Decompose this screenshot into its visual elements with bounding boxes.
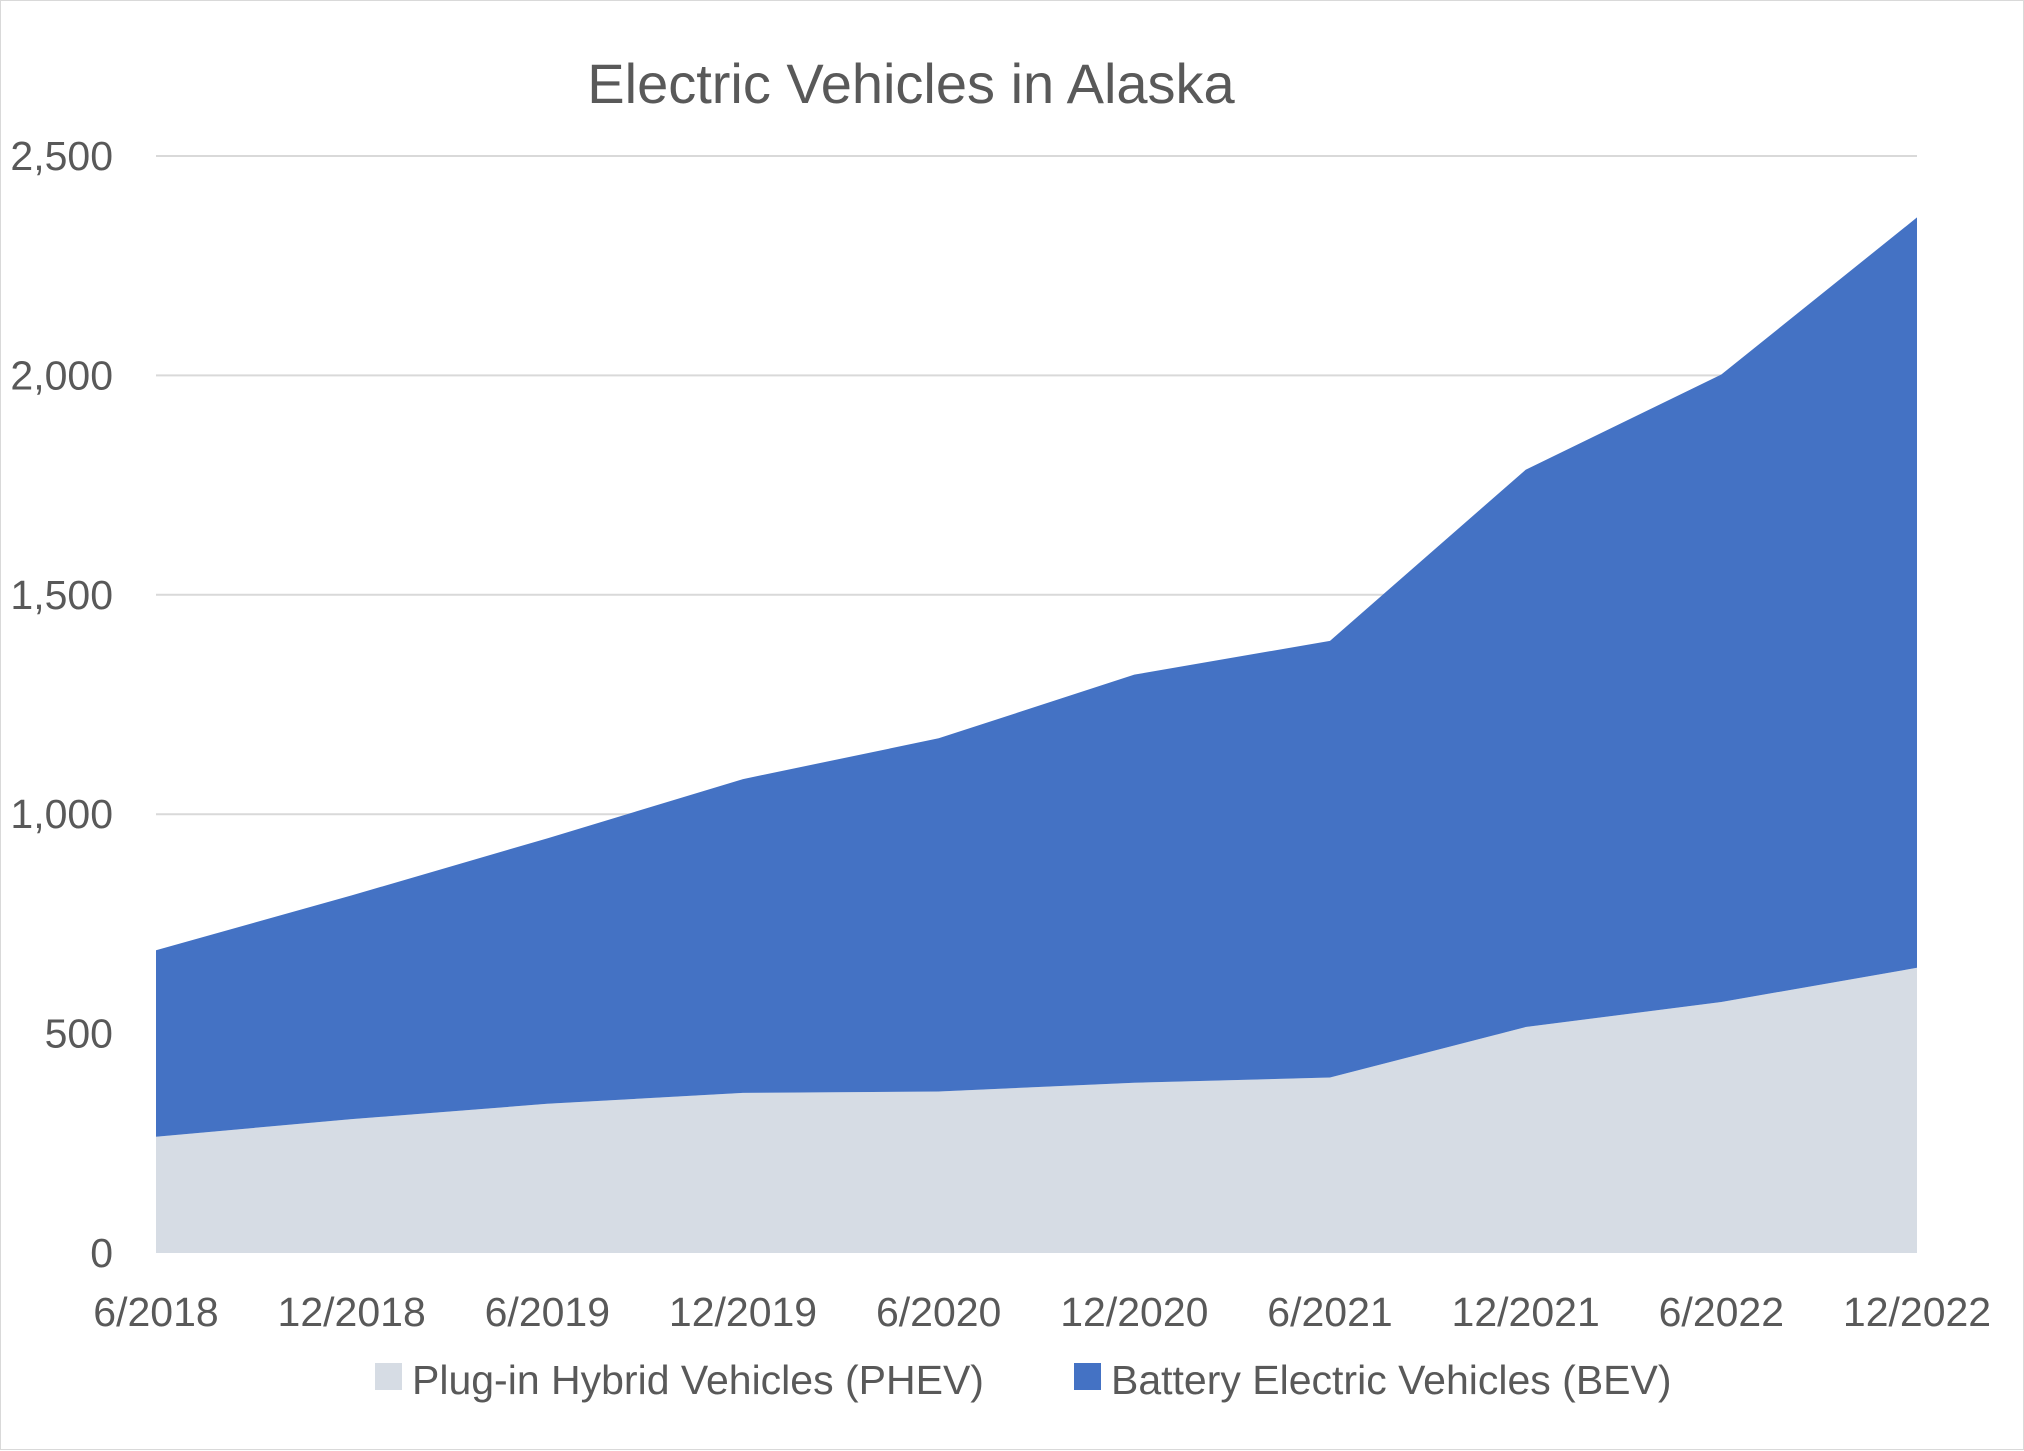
y-tick-label: 1,500 — [10, 572, 113, 618]
legend-swatch-bev — [1074, 1363, 1101, 1390]
x-tick-label: 6/2021 — [1267, 1289, 1392, 1335]
x-axis-ticks: 6/2018 12/2018 6/2019 12/2019 6/2020 12/2020 6… — [93, 1289, 1991, 1335]
y-tick-label: 500 — [45, 1011, 113, 1057]
y-tick-label: 2,500 — [10, 133, 113, 179]
x-tick-label: 6/2019 — [485, 1289, 610, 1335]
x-tick-label: 12/2021 — [1452, 1289, 1600, 1335]
x-tick-label: 12/2019 — [669, 1289, 817, 1335]
chart-title: Electric Vehicles in Alaska — [587, 52, 1235, 115]
area-series-0 — [156, 967, 1917, 1253]
y-tick-label: 2,000 — [10, 352, 113, 398]
x-tick-label: 6/2020 — [876, 1289, 1001, 1335]
y-axis-ticks: 0 500 1,000 1,500 2,000 2,500 — [10, 133, 113, 1276]
area-series — [156, 217, 1917, 1253]
legend-label-phev: Plug-in Hybrid Vehicles (PHEV) — [412, 1357, 984, 1403]
y-tick-label: 1,000 — [10, 791, 113, 837]
legend-label-bev: Battery Electric Vehicles (BEV) — [1111, 1357, 1672, 1403]
x-tick-label: 12/2018 — [278, 1289, 426, 1335]
legend-swatch-phev — [375, 1363, 402, 1390]
x-tick-label: 6/2018 — [93, 1289, 218, 1335]
x-tick-label: 6/2022 — [1659, 1289, 1784, 1335]
area-series-1 — [156, 217, 1917, 1137]
x-tick-label: 12/2022 — [1843, 1289, 1991, 1335]
x-tick-label: 12/2020 — [1060, 1289, 1208, 1335]
legend: Plug-in Hybrid Vehicles (PHEV) Battery E… — [375, 1357, 1672, 1403]
y-tick-label: 0 — [90, 1230, 113, 1276]
